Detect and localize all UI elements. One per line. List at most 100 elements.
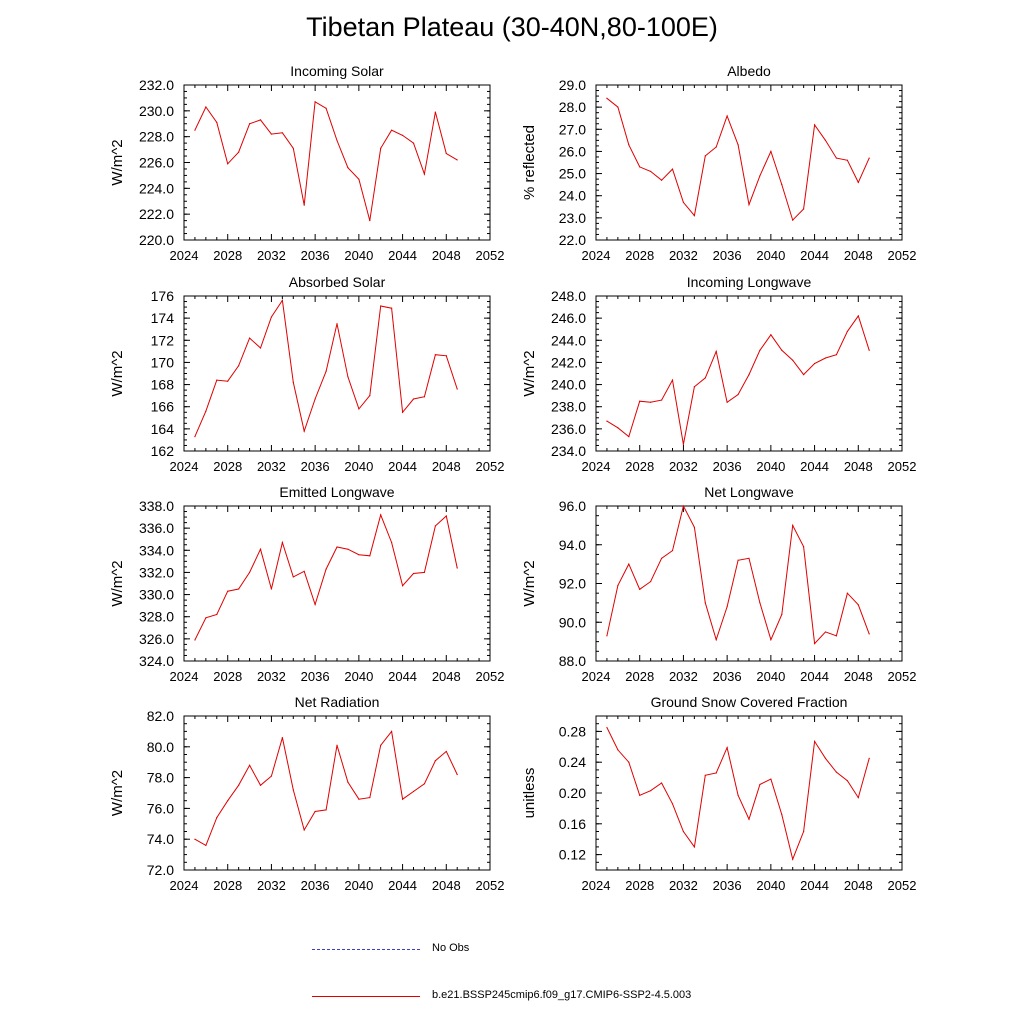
- x-tick-label: 2052: [888, 878, 917, 893]
- x-tick-label: 2028: [213, 459, 242, 474]
- data-point: [412, 142, 415, 144]
- data-point: [401, 411, 404, 413]
- data-point: [314, 603, 316, 606]
- data-point: [748, 818, 750, 820]
- x-tick-label: 2028: [625, 669, 654, 684]
- data-point: [391, 307, 393, 309]
- y-tick-label: 236.0: [551, 421, 586, 437]
- data-point: [824, 139, 827, 141]
- data-point: [693, 215, 695, 217]
- y-tick-label: 226.0: [139, 155, 174, 171]
- data-point: [194, 838, 196, 840]
- data-point: [857, 604, 859, 606]
- y-tick-label: 172: [151, 332, 175, 348]
- data-point: [325, 107, 327, 109]
- y-tick-label: 82.0: [147, 708, 174, 724]
- y-tick-label: 26.0: [559, 143, 586, 159]
- chart-title: Emitted Longwave: [279, 484, 394, 500]
- data-point: [227, 380, 229, 382]
- data-point: [846, 330, 848, 333]
- y-tick-label: 94.0: [559, 537, 586, 553]
- x-tick-label: 2044: [800, 669, 829, 684]
- y-tick-label: 242.0: [551, 354, 586, 370]
- data-point: [868, 757, 870, 759]
- data-point: [639, 794, 641, 796]
- data-point: [792, 524, 794, 526]
- data-point: [227, 800, 229, 802]
- data-point: [216, 817, 218, 819]
- data-point: [216, 379, 218, 381]
- x-tick-label: 2024: [170, 248, 199, 263]
- data-point: [715, 772, 717, 774]
- data-point: [726, 401, 728, 403]
- chart-panel-4: Incoming Longwave W/m^2 2024 2028 2032 2036 20…: [521, 274, 916, 474]
- chart-title: Incoming Longwave: [687, 274, 812, 290]
- data-point: [391, 129, 393, 131]
- data-point: [704, 602, 706, 604]
- data-point: [347, 548, 349, 550]
- data-point: [456, 567, 458, 569]
- data-point: [770, 778, 772, 780]
- data-point: [868, 157, 870, 159]
- data-point: [835, 354, 838, 356]
- x-tick-label: 2044: [800, 248, 829, 263]
- data-point: [606, 97, 608, 99]
- data-point: [325, 809, 327, 811]
- data-point: [835, 771, 838, 773]
- data-point: [336, 546, 338, 548]
- data-point: [868, 349, 870, 351]
- data-point: [715, 146, 717, 148]
- y-tick-label: 90.0: [559, 614, 586, 630]
- data-point: [606, 420, 608, 422]
- data-point: [259, 347, 262, 349]
- data-point: [759, 175, 761, 177]
- data-point: [693, 386, 695, 388]
- data-point: [314, 101, 316, 103]
- data-point: [248, 764, 251, 766]
- y-tick-label: 0.24: [559, 754, 586, 770]
- chart-panel-3: Absorbed Solar W/m^2 2024 2028 2032 2036 2040 2…: [109, 274, 504, 474]
- y-tick-label: 326.0: [139, 631, 174, 647]
- plot-frame: [595, 715, 903, 871]
- data-point: [194, 436, 196, 438]
- data-point: [606, 726, 608, 729]
- data-point: [248, 123, 251, 125]
- y-tick-label: 240.0: [551, 377, 586, 393]
- x-tick-label: 2032: [257, 248, 286, 263]
- data-point: [423, 783, 426, 785]
- data-point: [270, 133, 273, 135]
- data-point: [205, 844, 207, 846]
- data-point: [660, 179, 663, 181]
- data-point: [281, 132, 283, 134]
- data-point: [737, 393, 739, 396]
- data-point: [639, 588, 641, 590]
- data-point: [682, 201, 685, 203]
- legend-model-label: b.e21.BSSP245cmip6.f09_g17.CMIP6-SSP2-4.…: [432, 989, 692, 1001]
- data-point: [759, 602, 761, 604]
- data-point: [380, 147, 382, 149]
- x-tick-label: 2048: [844, 878, 873, 893]
- y-axis-label: W/m^2: [109, 350, 126, 396]
- y-tick-label: 332.0: [139, 564, 174, 580]
- data-point: [248, 571, 251, 574]
- data-point: [325, 568, 327, 570]
- data-point: [423, 173, 426, 175]
- x-tick-label: 2048: [844, 669, 873, 684]
- x-tick-label: 2048: [432, 669, 461, 684]
- y-tick-label: 176: [151, 288, 175, 304]
- data-point: [205, 617, 207, 619]
- data-point: [737, 794, 739, 796]
- data-point: [704, 155, 706, 157]
- chart-title: Net Longwave: [704, 484, 794, 500]
- y-tick-label: 230.0: [139, 103, 174, 119]
- y-tick-label: 334.0: [139, 542, 174, 558]
- x-tick-label: 2044: [800, 878, 829, 893]
- series-line: [606, 314, 870, 445]
- data-point: [412, 572, 415, 575]
- plot-frame: [183, 295, 491, 452]
- data-point: [259, 784, 262, 786]
- y-axis-label: W/m^2: [521, 560, 538, 606]
- x-tick-label: 2032: [669, 459, 698, 474]
- data-point: [194, 129, 196, 131]
- y-tick-label: 248.0: [551, 288, 586, 304]
